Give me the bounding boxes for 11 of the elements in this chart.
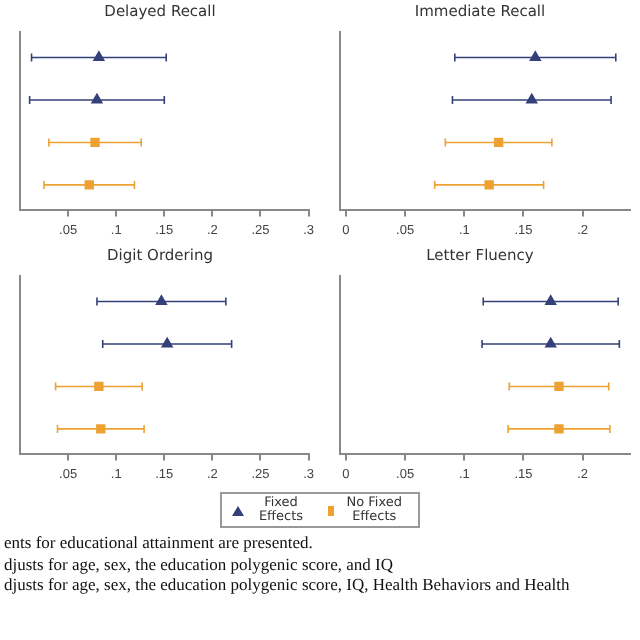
text: ents for educational attainment are presented. xyxy=(4,532,315,553)
point xyxy=(484,180,494,190)
point xyxy=(529,51,541,62)
point xyxy=(493,137,504,148)
text: djusts for age, sex, the education polygenic score, IQ, Health Behaviors and Health xyxy=(4,574,572,595)
text: djusts for age, sex, the education polygenic score, and IQ xyxy=(4,553,395,574)
point xyxy=(96,424,106,434)
point xyxy=(161,337,173,348)
point xyxy=(526,93,538,104)
point xyxy=(155,295,167,306)
point xyxy=(94,381,104,392)
